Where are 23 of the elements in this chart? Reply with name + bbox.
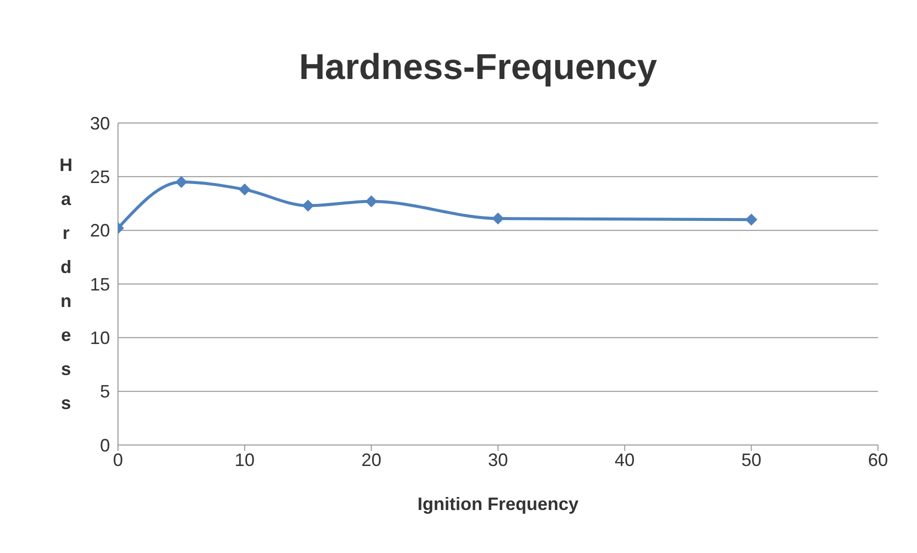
x-tick-label: 10 [234, 450, 255, 470]
x-tick-label: 0 [112, 450, 124, 470]
y-tick-label: 30 [90, 113, 110, 134]
point [365, 195, 378, 208]
chart-title: Hardness-Frequency [298, 46, 658, 88]
point [492, 212, 504, 225]
y-tick-label: 5 [100, 382, 110, 402]
x-axis-title: Ignition Frequency [417, 494, 579, 514]
point [238, 184, 251, 196]
y-tick-label: 25 [90, 167, 110, 188]
y-tick-label: 0 [100, 435, 110, 456]
x-tick-label: 30 [488, 450, 508, 470]
y-tick-label: 10 [90, 328, 110, 348]
x-tick-label: 60 [868, 450, 888, 470]
x-tick-label: 20 [361, 450, 382, 470]
point [745, 214, 758, 226]
y-tick-label: 15 [90, 274, 110, 294]
point [175, 176, 188, 188]
y-tick-label: 20 [90, 220, 110, 241]
x-tick-label: 40 [614, 450, 635, 470]
point [302, 200, 314, 212]
x-tick-label: 50 [741, 450, 762, 470]
y-axis-title: Hardness [58, 154, 74, 415]
